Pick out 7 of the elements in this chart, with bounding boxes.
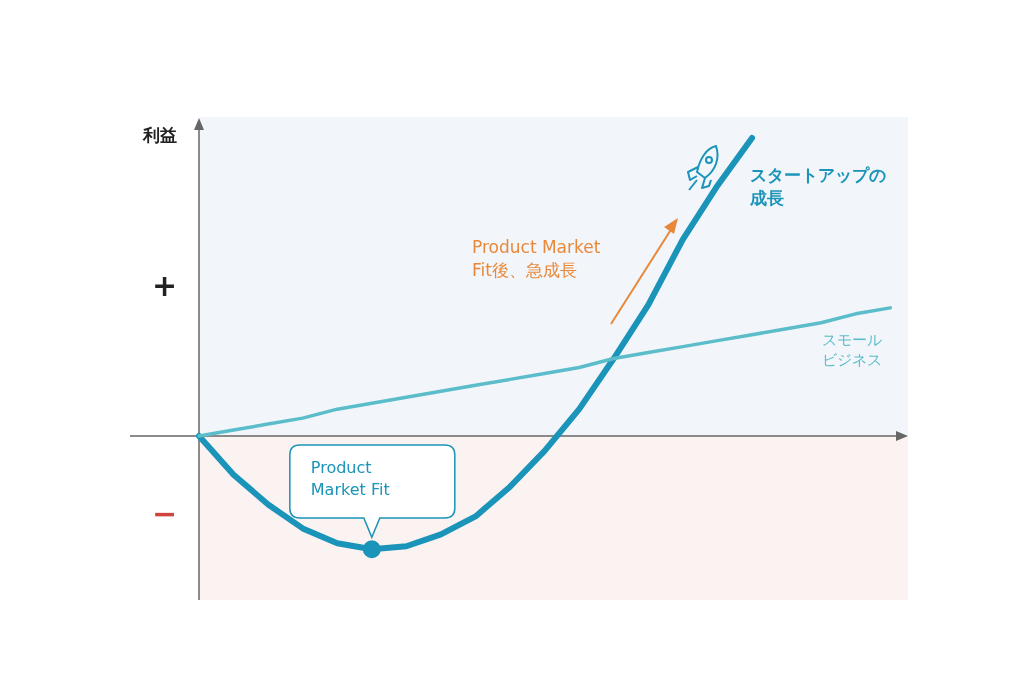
series-label: スモールビジネス: [822, 330, 883, 371]
text: −: [152, 495, 178, 533]
y-axis-title: 利益: [143, 124, 177, 147]
annotation: Product Market Fit: [310, 457, 391, 501]
text: +: [152, 267, 178, 305]
legend-label: スタートアップの成長: [750, 164, 887, 210]
annotation: Product Market Fit後、急成長: [472, 236, 602, 282]
